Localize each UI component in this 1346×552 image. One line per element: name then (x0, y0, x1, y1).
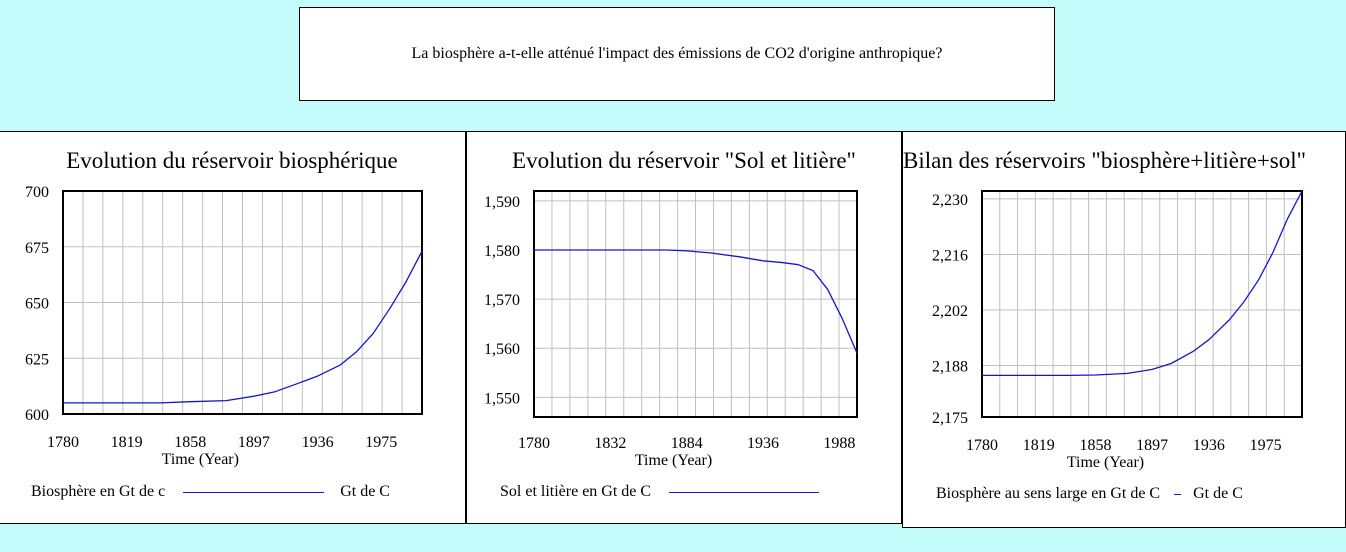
x-tick-label: 1936 (1193, 437, 1225, 454)
x-tick-label: 1936 (747, 435, 779, 452)
chart-plot: 700 675 650 625 600 1780 1819 1858 1897 1936 1975 T… (25, 184, 423, 468)
chart-panel-biosphere: Evolution du réservoir biosphérique 700 6… (0, 131, 466, 524)
y-tick-label: 1,570 (484, 292, 520, 309)
chart-title: Evolution du réservoir biosphérique (66, 148, 398, 173)
x-tick-label: 1858 (174, 434, 206, 451)
chart-legend: Biosphère au sens large en Gt de C Gt de… (936, 485, 1243, 503)
chart-plot: 2,230 2,216 2,202 2,188 2,175 1780 1819 1858 189… (932, 190, 1303, 471)
x-tick-label: 1897 (238, 434, 270, 451)
x-tick-label: 1988 (823, 435, 855, 452)
x-tick-label: 1975 (1250, 437, 1282, 454)
plot-frame (533, 190, 858, 418)
series-line (534, 249, 858, 354)
legend-unit: Gt de C (340, 483, 390, 500)
x-tick-label: 1936 (302, 434, 334, 451)
x-tick-label: 1780 (47, 434, 79, 451)
x-tick-label: 1819 (1023, 437, 1055, 454)
chart-panel-sol-litiere: Evolution du réservoir "Sol et litière" … (466, 131, 902, 524)
y-tick-label: 2,188 (932, 358, 968, 375)
y-tick-label: 700 (25, 184, 49, 201)
y-tick-label: 650 (25, 296, 49, 313)
x-axis-label: Time (Year) (162, 451, 239, 468)
series-line (982, 190, 1303, 377)
legend-line-swatch (669, 491, 820, 493)
chart-legend: Sol et litière en Gt de C (500, 483, 820, 501)
chart-legend: Biosphère en Gt de c Gt de C (31, 483, 390, 501)
legend-line-swatch (183, 491, 325, 493)
chart-title: Bilan des réservoirs "biosphère+litière+… (903, 148, 1307, 173)
y-tick-label: 1,580 (484, 243, 520, 260)
x-tick-label: 1819 (111, 434, 143, 451)
y-tick-label: 1,550 (484, 390, 520, 407)
x-tick-label: 1897 (1136, 437, 1168, 454)
series-line (63, 250, 423, 404)
plot-frame (62, 190, 423, 415)
x-axis-label: Time (Year) (635, 452, 712, 469)
y-tick-label: 2,202 (932, 303, 968, 320)
y-tick-label: 1,560 (484, 341, 520, 358)
question-box: La biosphère a-t-elle atténué l'impact d… (299, 7, 1055, 101)
question-text: La biosphère a-t-elle atténué l'impact d… (411, 45, 943, 62)
x-axis-label: Time (Year) (1067, 454, 1144, 471)
x-tick-label: 1832 (594, 435, 626, 452)
y-tick-label: 1,590 (484, 194, 520, 211)
x-tick-label: 1780 (966, 437, 998, 454)
legend-series-label: Biosphère en Gt de c (31, 483, 166, 500)
chart-title: Evolution du réservoir "Sol et litière" (512, 148, 856, 173)
y-tick-label: 600 (25, 407, 49, 424)
y-tick-label: 625 (25, 351, 49, 368)
chart-plot: 1,590 1,580 1,570 1,560 1,550 1780 1832 1884 193… (484, 190, 858, 469)
legend-series-label: Biosphère au sens large en Gt de C (936, 485, 1161, 502)
x-tick-label: 1975 (365, 434, 397, 451)
legend-line-swatch (1174, 493, 1182, 495)
x-tick-label: 1780 (518, 435, 550, 452)
legend-series-label: Sol et litière en Gt de C (500, 483, 652, 500)
y-tick-label: 2,230 (932, 192, 968, 209)
x-tick-label: 1884 (671, 435, 703, 452)
y-tick-label: 675 (25, 240, 49, 257)
plot-frame (981, 190, 1303, 418)
y-tick-label: 2,216 (932, 247, 968, 264)
x-tick-label: 1858 (1079, 437, 1111, 454)
y-tick-label: 2,175 (932, 410, 968, 427)
legend-unit: Gt de C (1193, 485, 1243, 502)
chart-panel-bilan: Bilan des réservoirs "biosphère+litière+… (902, 131, 1346, 528)
